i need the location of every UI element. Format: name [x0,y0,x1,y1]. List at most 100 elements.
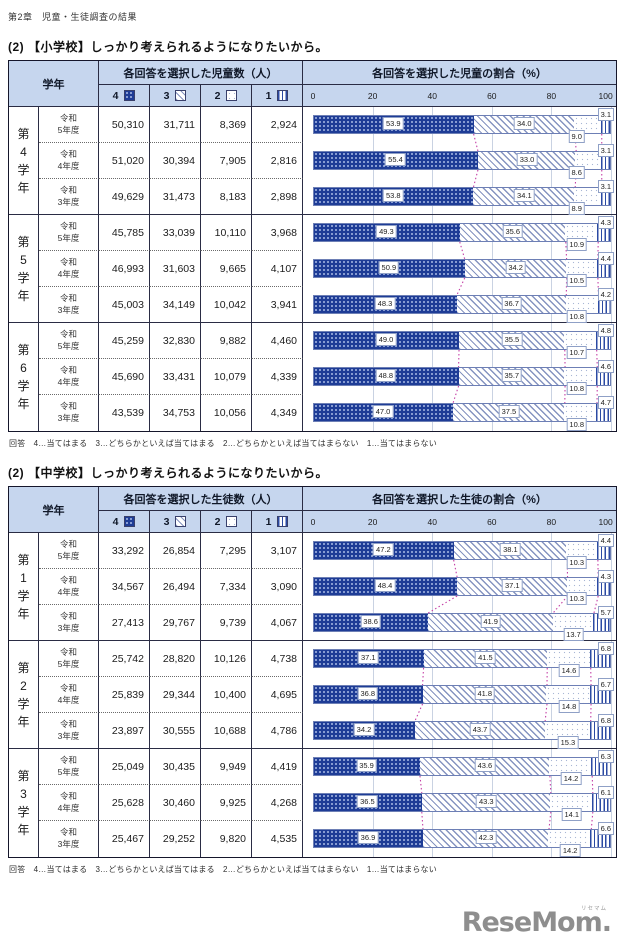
pct-label: 34.1 [514,189,535,203]
bar-segment-2 [546,650,590,667]
count-cell: 49,629 [99,179,150,215]
count-cell: 9,882 [201,323,252,359]
legend-cell-3: 3 [150,85,201,107]
count-cell: 30,555 [150,713,201,749]
grade-char: 年 [17,714,30,729]
pct-label: 8.6 [568,166,585,180]
year-cell: 令和 5年度 [39,107,99,143]
legend-value: 4 [112,89,119,102]
count-cell: 7,905 [201,143,252,179]
axis-tick-label: 60 [487,516,497,527]
count-cell: 50,310 [99,107,150,143]
count-cell: 25,049 [99,749,150,785]
pct-label: 50.9 [378,261,400,275]
pct-label: 10.8 [566,310,588,324]
legend-cell-4: 4 [99,511,150,533]
axis-tick-label: 20 [367,90,378,101]
grade-char: 3 [20,787,27,801]
grade-char: 学 [17,588,30,603]
pct-label: 4.3 [597,216,614,230]
pct-label: 6.1 [597,786,614,800]
count-cell: 30,460 [150,785,201,821]
bar-segment-2 [565,296,598,313]
pct-label: 3.1 [597,144,614,158]
count-cell: 4,738 [252,641,303,677]
legend-cell-3: 3 [150,511,201,533]
axis-tick-label: 100 [598,516,613,527]
year-cell: 令和 5年度 [39,323,99,359]
logo-ruby-text: リセマム [580,906,607,912]
grade-char: 年 [17,823,30,837]
pct-label: 6.7 [597,678,614,692]
bar-segment-2 [564,368,597,385]
count-cell: 34,753 [150,395,201,431]
pct-label: 4.4 [597,252,614,266]
pct-label: 48.8 [375,369,397,383]
year-cell: 令和 4年度 [39,569,99,605]
grade-char: 学 [17,805,30,819]
count-cell: 10,688 [201,713,252,749]
grade-char: 年 [17,606,30,621]
pct-label: 37.5 [498,405,520,419]
legend-value: 1 [265,89,272,102]
bar-segment-2 [549,758,592,775]
bar-segment-2 [546,686,591,703]
pct-label: 38.1 [500,543,521,557]
bar-row [313,403,611,422]
section-title-junior-high: (2) 【中学校】しっかり考えられるようになりたいから。 [8,466,329,480]
percent-chart-header: 各回答を選択した児童の割合（%） [303,61,616,85]
answer-key-footnote: 回答 4…当てはまる 3…どちらかといえば当てはまる 2…どちらかといえば当ては… [9,439,437,448]
grade-char: 学 [17,379,30,393]
percent-chart-header: 各回答を選択した生徒の割合（%） [303,487,616,511]
count-cell: 4,535 [252,821,303,857]
count-cell: 10,126 [201,641,252,677]
bar-segment-2 [566,542,597,559]
percent-axis: 0 20 40 60 80 100 [303,85,616,107]
count-cell: 31,473 [150,179,201,215]
pct-label: 37.1 [357,651,379,665]
count-cell: 29,344 [150,677,201,713]
stacked-bar-chart-cell: 47.2 38.1 10.3 4.4 48.4 37.1 10.3 4.3 38.6 41.9 13… [303,533,616,642]
count-cell: 10,042 [201,287,252,323]
bar-segment-1 [600,116,610,133]
grade-char: 年 [17,180,30,195]
legend-value: 3 [163,515,170,528]
pct-label: 53.9 [383,117,404,131]
count-cell: 7,295 [201,533,252,569]
pct-label: 43.3 [475,795,497,809]
bar-segment-2 [550,794,592,811]
count-cell: 4,419 [252,749,303,785]
count-cell: 8,183 [201,179,252,215]
year-cell: 令和 5年度 [39,533,99,569]
stacked-bar-chart-cell: 53.9 34.0 9.0 3.1 55.4 33.0 8.6 3.1 53.8 34.1 8.9 3… [303,107,616,216]
year-cell: 令和 3年度 [39,605,99,641]
count-cell: 4,695 [252,677,303,713]
count-cell: 4,349 [252,395,303,431]
grade-char: 第 [17,660,30,675]
grade-char: 6 [20,361,27,375]
pct-label: 41.9 [480,615,501,629]
count-cell: 33,431 [150,359,201,395]
count-cell: 30,435 [150,749,201,785]
grade-cell: 第 5 学年 [9,215,39,323]
count-cell: 25,467 [99,821,150,857]
pct-label: 36.7 [501,297,522,311]
legend-cell-2: 2 [201,85,252,107]
grade-char: 1 [20,570,27,585]
pct-label: 42.3 [475,831,497,845]
grid-line [610,533,612,640]
grade-cell: 第 6 学年 [9,323,39,431]
bar-segment-2 [574,116,601,133]
axis-tick-label: 60 [487,90,497,101]
survey-table-junior-high: 学年 各回答を選択した生徒数（人） 各回答を選択した生徒の割合（%） 4 3 2 1 0 20 4… [8,486,617,858]
count-cell: 4,067 [252,605,303,641]
grade-char: 2 [20,678,27,693]
year-cell: 令和 3年度 [39,287,99,323]
bar-segment-2 [552,614,594,631]
grade-cell: 第 1 学年 [9,533,39,641]
year-cell: 令和 5年度 [39,641,99,677]
pct-label: 15.3 [557,736,579,750]
legend-value: 2 [214,515,221,528]
pct-label: 4.7 [597,396,614,410]
axis-tick-label: 20 [367,516,378,527]
